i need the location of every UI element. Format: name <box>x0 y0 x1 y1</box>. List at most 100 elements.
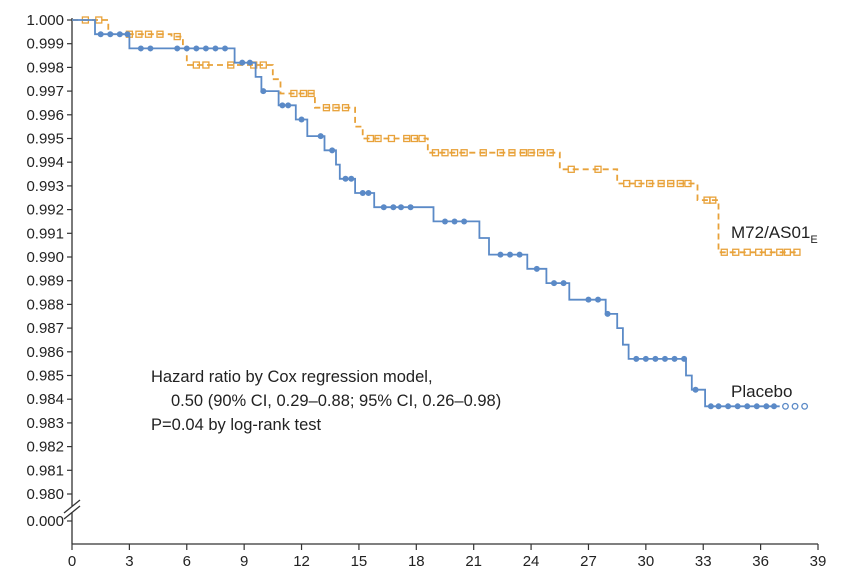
censor-mark <box>692 386 699 393</box>
x-tick-label: 21 <box>465 553 482 569</box>
censor-mark <box>342 175 349 182</box>
annotation-line-2: 0.50 (90% CI, 0.29–0.88; 95% CI, 0.26–0.… <box>171 392 501 410</box>
censor-mark <box>604 310 611 317</box>
censor-mark <box>183 45 190 52</box>
censor-mark <box>239 59 246 66</box>
censor-mark <box>359 190 366 197</box>
y-axis-ticks: 1.000 0.999 0.998 0.997 0.996 0.995 0.994 0.993… <box>26 12 72 530</box>
censor-mark-open <box>791 402 799 410</box>
censor-mark <box>671 355 678 362</box>
censor-mark <box>743 248 751 256</box>
censor-mark <box>734 403 741 410</box>
x-tick-label: 30 <box>638 553 655 569</box>
y-tick-label: 0.987 <box>26 320 64 337</box>
censor-mark <box>407 204 414 211</box>
x-tick-label: 3 <box>125 553 133 569</box>
censor-mark <box>398 204 405 211</box>
censor-mark <box>298 116 305 123</box>
y-tick-label: 0.999 <box>26 36 64 53</box>
censor-mark <box>667 179 675 188</box>
y-tick-label: 0.989 <box>26 273 64 290</box>
x-tick-label: 18 <box>408 553 425 569</box>
censor-mark <box>332 104 340 112</box>
censor-mark <box>560 280 567 287</box>
censor-mark <box>709 196 717 204</box>
annotation-line-1: Hazard ratio by Cox regression model, <box>151 368 433 386</box>
axis-break-mark-upper <box>63 499 81 514</box>
y-tick-label: 0.996 <box>26 107 64 124</box>
y-tick-label: 0.992 <box>26 202 64 219</box>
x-tick-label: 12 <box>293 553 310 569</box>
censor-mark <box>212 45 219 52</box>
censor-mark <box>776 248 784 256</box>
censor-mark <box>451 218 458 225</box>
censor-mark <box>410 134 419 143</box>
censor-mark <box>516 251 523 258</box>
censor-mark <box>676 179 684 188</box>
censor-mark <box>279 102 286 109</box>
y-tick-label-lower: 0.000 <box>26 513 64 530</box>
censor-mark <box>527 149 535 157</box>
censor-mark <box>317 133 324 140</box>
censor-mark <box>403 134 411 143</box>
censor-mark <box>479 149 487 157</box>
censor-mark <box>174 45 181 52</box>
censor-mark <box>192 61 200 69</box>
censor-mark <box>764 248 772 256</box>
censor-mark-open <box>801 402 809 410</box>
y-tick-label: 0.995 <box>26 131 64 148</box>
censor-mark <box>546 149 554 157</box>
y-tick-label: 0.982 <box>26 439 64 456</box>
x-tick-label: 39 <box>810 553 827 569</box>
y-tick-label: 0.993 <box>26 178 64 195</box>
censor-mark <box>366 134 375 143</box>
censor-mark <box>107 31 114 38</box>
censor-mark <box>144 30 153 38</box>
censor-mark <box>507 251 514 258</box>
x-tick-label: 33 <box>695 553 712 569</box>
x-tick-label: 9 <box>240 553 248 569</box>
censor-mark <box>307 89 315 98</box>
y-tick-label: 1.000 <box>26 12 64 29</box>
censor-mark <box>755 248 763 256</box>
series-label-placebo: Placebo <box>731 382 792 401</box>
series-label-m72: M72/AS01E <box>731 223 818 246</box>
censor-mark <box>497 251 504 258</box>
censor-mark <box>442 218 448 225</box>
censor-mark <box>634 179 642 188</box>
censor-mark <box>536 149 545 157</box>
censor-mark <box>771 403 778 410</box>
censor-mark <box>715 403 722 410</box>
censor-mark <box>720 248 728 256</box>
censor-mark <box>533 265 540 272</box>
y-tick-label: 0.985 <box>26 368 64 385</box>
censor-mark <box>147 45 154 52</box>
censor-mark <box>763 403 770 410</box>
censor-mark <box>642 355 649 362</box>
censor-mark <box>137 45 144 52</box>
censor-mark <box>380 204 387 211</box>
censor-mark <box>202 61 210 69</box>
censor-mark <box>202 45 209 52</box>
censor-mark <box>124 31 131 38</box>
censor-mark <box>222 45 229 52</box>
series-0 <box>72 16 801 256</box>
censor-mark <box>594 165 602 173</box>
censor-mark <box>460 149 468 157</box>
censor-mark <box>348 175 355 182</box>
censor-mark <box>299 89 308 98</box>
series-1 <box>72 19 809 410</box>
censor-mark <box>652 355 659 362</box>
series-label-m72-sub: E <box>810 234 817 246</box>
censor-mark <box>285 102 292 109</box>
censor-mark <box>753 403 760 410</box>
censor-mark <box>567 165 575 173</box>
censor-mark <box>156 30 164 38</box>
series-label-m72-main: M72/AS01 <box>731 223 810 242</box>
censor-mark <box>259 61 267 69</box>
censor-mark <box>387 134 396 143</box>
axes <box>63 18 818 545</box>
y-tick-label: 0.984 <box>26 391 64 408</box>
y-tick-label: 0.988 <box>26 296 64 313</box>
censor-mark <box>793 248 801 256</box>
